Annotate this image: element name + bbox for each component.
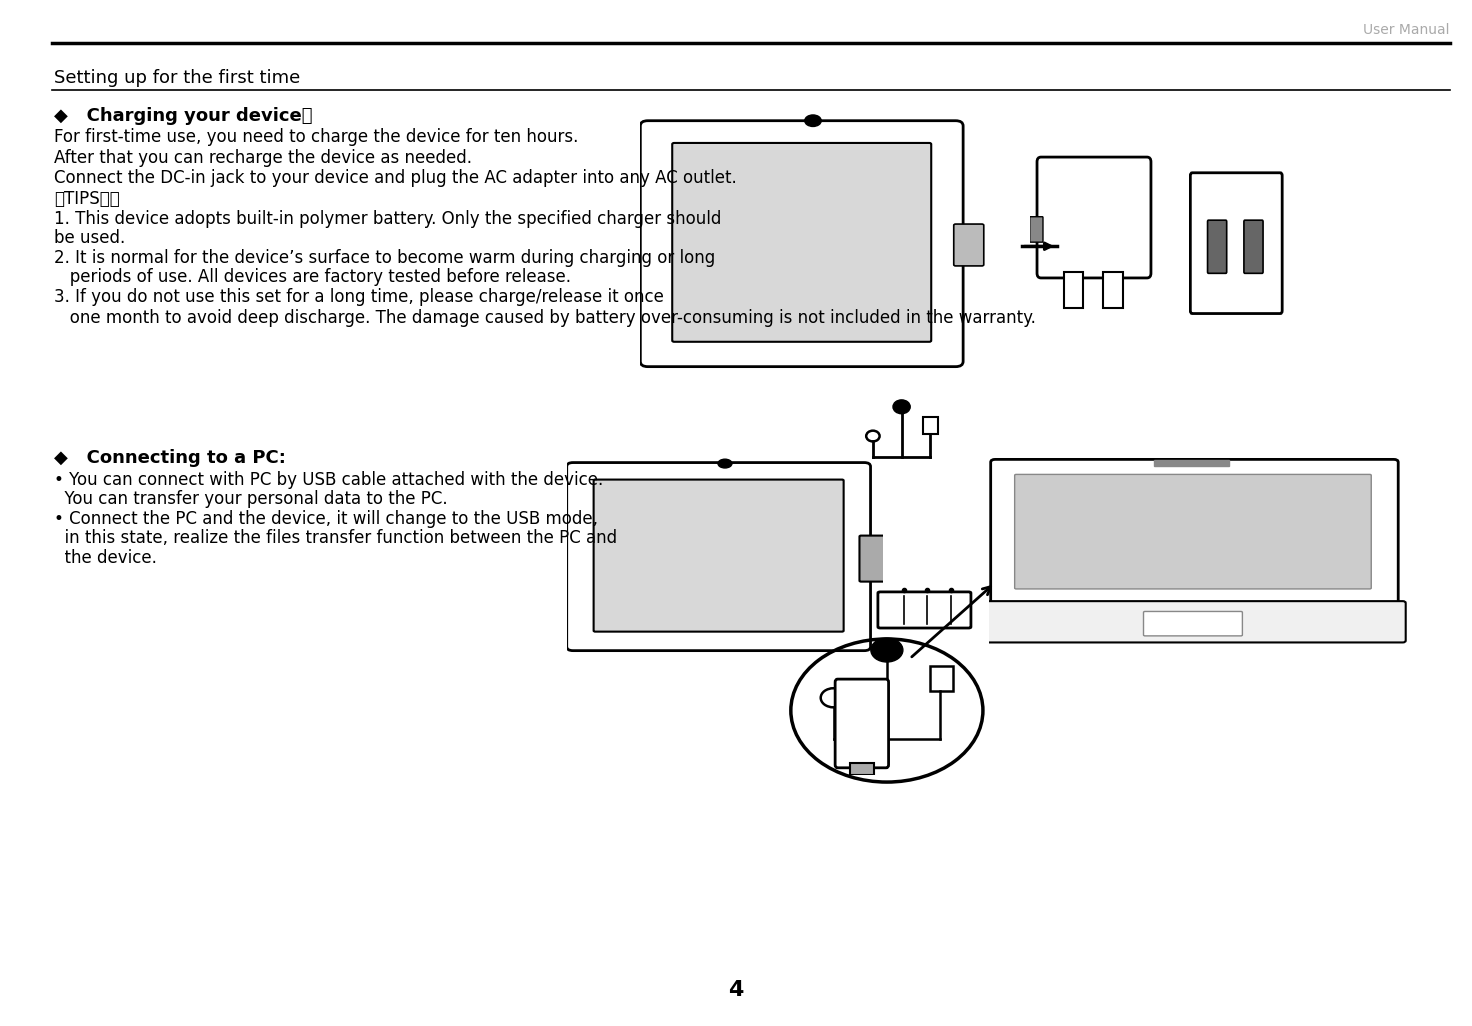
FancyBboxPatch shape xyxy=(1207,221,1226,273)
Circle shape xyxy=(805,115,821,126)
Circle shape xyxy=(871,638,902,662)
FancyBboxPatch shape xyxy=(640,121,963,366)
FancyBboxPatch shape xyxy=(986,601,1406,642)
FancyBboxPatch shape xyxy=(991,460,1398,605)
Bar xyxy=(930,666,952,692)
Text: Setting up for the first time: Setting up for the first time xyxy=(54,69,300,87)
FancyBboxPatch shape xyxy=(1030,216,1044,242)
FancyBboxPatch shape xyxy=(1144,611,1242,636)
FancyBboxPatch shape xyxy=(567,463,870,650)
Circle shape xyxy=(894,400,910,413)
FancyBboxPatch shape xyxy=(835,679,889,767)
Bar xyxy=(923,417,938,434)
Text: After that you can recharge the device as needed.: After that you can recharge the device a… xyxy=(54,149,473,167)
Bar xyxy=(1154,461,1229,466)
FancyBboxPatch shape xyxy=(877,592,972,628)
Text: periods of use. All devices are factory tested before release.: periods of use. All devices are factory … xyxy=(54,268,571,286)
Bar xyxy=(1104,272,1123,308)
FancyBboxPatch shape xyxy=(860,536,888,582)
FancyBboxPatch shape xyxy=(673,143,932,342)
Text: be used.: be used. xyxy=(54,229,125,247)
FancyBboxPatch shape xyxy=(1014,474,1372,589)
Circle shape xyxy=(718,460,732,468)
Text: You can transfer your personal data to the PC.: You can transfer your personal data to t… xyxy=(54,490,447,509)
Text: 3. If you do not use this set for a long time, please charge/release it once: 3. If you do not use this set for a long… xyxy=(54,288,664,307)
Text: • You can connect with PC by USB cable attached with the device.: • You can connect with PC by USB cable a… xyxy=(54,471,604,489)
Text: Connect the DC-in jack to your device and plug the AC adapter into any AC outlet: Connect the DC-in jack to your device an… xyxy=(54,169,737,188)
Text: 【TIPS】：: 【TIPS】： xyxy=(54,190,121,208)
Bar xyxy=(1063,272,1083,308)
Text: 1. This device adopts built-in polymer battery. Only the specified charger shoul: 1. This device adopts built-in polymer b… xyxy=(54,210,721,229)
Text: 2. It is normal for the device’s surface to become warm during charging or long: 2. It is normal for the device’s surface… xyxy=(54,249,715,268)
FancyBboxPatch shape xyxy=(593,479,843,632)
Text: in this state, realize the files transfer function between the PC and: in this state, realize the files transfe… xyxy=(54,529,618,548)
Text: one month to avoid deep discharge. The damage caused by battery over-consuming i: one month to avoid deep discharge. The d… xyxy=(54,309,1036,327)
Bar xyxy=(849,763,874,775)
Text: User Manual: User Manual xyxy=(1363,23,1450,37)
FancyBboxPatch shape xyxy=(1244,221,1263,273)
Text: ◆   Connecting to a PC:: ◆ Connecting to a PC: xyxy=(54,449,287,468)
FancyBboxPatch shape xyxy=(1191,172,1282,314)
Text: For first-time use, you need to charge the device for ten hours.: For first-time use, you need to charge t… xyxy=(54,128,578,147)
Text: 4: 4 xyxy=(729,981,743,1000)
FancyBboxPatch shape xyxy=(954,224,983,266)
FancyBboxPatch shape xyxy=(1036,157,1151,278)
Text: the device.: the device. xyxy=(54,549,158,567)
Text: ◆   Charging your device：: ◆ Charging your device： xyxy=(54,107,314,125)
Text: • Connect the PC and the device, it will change to the USB mode,: • Connect the PC and the device, it will… xyxy=(54,510,599,528)
